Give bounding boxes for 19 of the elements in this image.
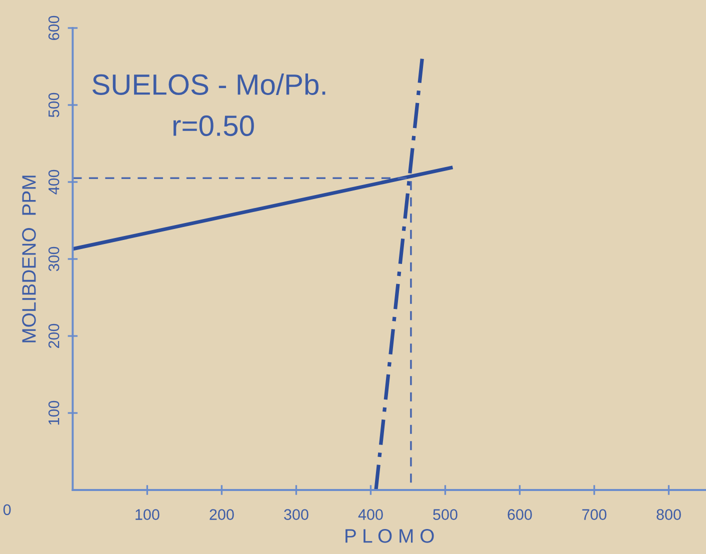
text: r=0.50	[173, 115, 254, 136]
y-tick-label: 400	[48, 170, 60, 194]
x-tick-label: 100	[136, 509, 160, 520]
x-tick-label: 300	[284, 509, 308, 520]
x-tick-label: 800	[656, 509, 681, 520]
y-tick-label: 200	[48, 324, 60, 348]
y-axis-title: MOLIBDENO PPM	[22, 176, 36, 342]
text: 0	[3, 504, 11, 516]
y-tick-label: 100	[48, 400, 60, 425]
x-tick-label: 500	[433, 509, 458, 520]
y-tick-label: 500	[48, 92, 60, 118]
y-tick-label: 300	[48, 246, 60, 272]
x-tick-label: 700	[582, 509, 606, 520]
x-tick-label: 600	[508, 509, 532, 520]
x-axis-title: P L O M O	[346, 529, 434, 543]
y-tick-label: 600	[48, 16, 60, 40]
x-tick-label: 400	[358, 509, 383, 520]
x-tick-label: 200	[210, 509, 234, 520]
text: SUELOS - Mo/Pb.	[92, 74, 326, 95]
